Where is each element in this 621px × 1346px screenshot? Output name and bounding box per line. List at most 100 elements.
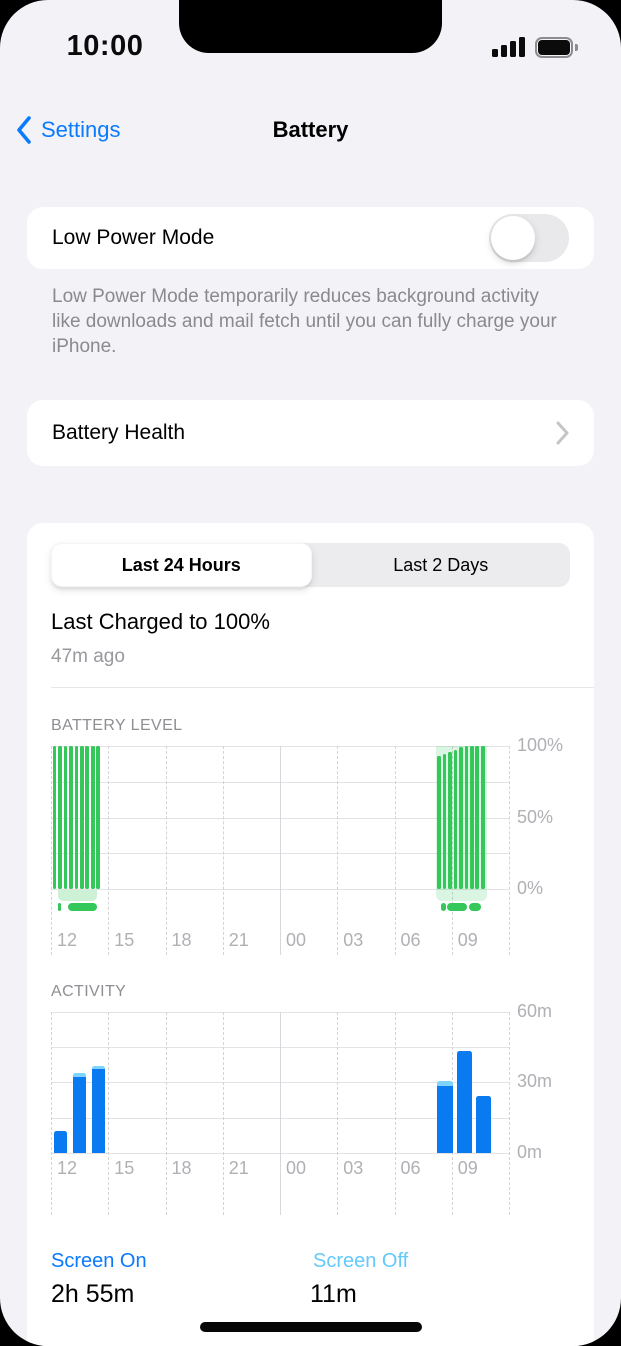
battery-level-bar [437, 756, 441, 890]
screen-off-value: 11m [310, 1280, 357, 1308]
grid-line-vertical-dashed [222, 746, 224, 955]
x-axis-label: 15 [114, 930, 135, 950]
cellular-signal-icon [492, 37, 527, 57]
battery-health-label: Battery Health [52, 421, 186, 444]
grid-line-midnight [280, 1012, 281, 1215]
plugged-in-indicator [440, 903, 447, 912]
y-axis-label: 0m [517, 1141, 543, 1162]
x-axis-label: 18 [171, 930, 192, 950]
grid-line-vertical-dashed [394, 1012, 396, 1215]
x-axis-label: 15 [114, 1158, 135, 1178]
screen-on-bar-segment [475, 1096, 491, 1153]
screen-on-bar-segment [437, 1086, 453, 1153]
battery-level-bar [475, 746, 480, 890]
x-axis-label: 12 [57, 930, 78, 950]
battery-level-section-title: BATTERY LEVEL [51, 717, 183, 734]
toggle-knob [491, 216, 535, 260]
battery-level-bar [469, 746, 474, 890]
x-axis-label: 06 [400, 930, 421, 950]
battery-level-bar [58, 746, 62, 890]
home-indicator[interactable] [200, 1322, 422, 1332]
grid-line-vertical-dashed [165, 1012, 167, 1215]
battery-health-row[interactable]: Battery Health [27, 400, 594, 466]
x-axis-label: 03 [343, 1158, 364, 1178]
y-axis-label: 100% [517, 735, 564, 755]
battery-level-chart[interactable]: 12 15 18 21 00 03 06 09 100% 50% 0% [51, 735, 563, 956]
x-axis-label: 18 [171, 1158, 192, 1178]
activity-chart[interactable]: 12 15 18 21 00 03 06 09 60m 30m 0m [51, 1001, 552, 1216]
x-axis-label: 03 [343, 930, 364, 950]
battery-level-bar [90, 746, 95, 890]
tab-last-24-hours[interactable]: Last 24 Hours [51, 543, 312, 587]
battery-level-bar [63, 746, 68, 890]
dynamic-island-notch [179, 0, 442, 53]
low-power-mode-toggle[interactable] [489, 214, 569, 262]
battery-level-bar [464, 746, 469, 890]
battery-level-bar [80, 746, 84, 890]
time-range-segmented-control: Last 24 Hours Last 2 Days [51, 543, 570, 587]
grid-line-vertical-dashed [509, 1012, 510, 1215]
battery-level-bar [52, 746, 57, 890]
page-title: Battery [272, 117, 349, 142]
divider [51, 687, 594, 688]
low-power-mode-label: Low Power Mode [52, 226, 215, 249]
battery-level-bar [74, 746, 79, 890]
screen-off-bar-segment [73, 1073, 87, 1077]
plugged-in-indicator [446, 903, 467, 912]
grid-line-vertical-dashed [451, 746, 453, 955]
last-charged-title: Last Charged to 100% [51, 609, 270, 634]
low-power-mode-row: Low Power Mode [27, 207, 594, 269]
back-button-label: Settings [41, 117, 121, 142]
y-axis-label: 50% [517, 806, 554, 827]
y-axis-label: 0% [517, 878, 544, 899]
y-axis-label: 60m [517, 1001, 553, 1021]
x-axis-label: 09 [457, 1158, 478, 1178]
last-charged-subtitle: 47m ago [51, 646, 125, 667]
grid-line-vertical-dashed [337, 1012, 339, 1215]
plugged-in-indicator [469, 903, 481, 912]
chevron-left-icon [17, 116, 31, 144]
chevron-right-icon [556, 421, 569, 445]
grid-line-vertical-dashed [108, 1012, 110, 1215]
battery-level-bar [459, 747, 463, 890]
screen-off-bar-segment [437, 1081, 453, 1087]
grid-line-vertical-dashed [51, 1012, 52, 1215]
screen-on-value: 2h 55m [51, 1280, 135, 1308]
activity-section-title: ACTIVITY [51, 983, 127, 1000]
battery-level-bar [442, 753, 447, 890]
grid-line-vertical-dashed [51, 746, 52, 955]
tab-last-2-days[interactable]: Last 2 Days [393, 554, 489, 575]
battery-level-bar [69, 746, 73, 890]
battery-level-bar [96, 746, 101, 890]
y-axis-label: 30m [517, 1071, 553, 1092]
charging-period-tab [57, 890, 98, 902]
screen-on-bar-segment [73, 1076, 87, 1153]
x-axis-label: 00 [286, 930, 307, 950]
battery-usage-card [27, 523, 594, 1346]
plugged-in-indicator [58, 903, 62, 912]
battery-status-icon [535, 37, 578, 58]
low-power-mode-footnote: Low Power Mode temporarily reduces backg… [52, 286, 557, 357]
screen-off-bar-segment [92, 1065, 105, 1069]
battery-level-bar [85, 746, 90, 890]
screen-on-label: Screen On [51, 1250, 147, 1272]
plugged-in-indicator [68, 903, 97, 912]
x-axis-label: 06 [400, 1158, 421, 1178]
screen-off-label: Screen Off [313, 1250, 409, 1272]
grid-line-vertical-dashed [222, 1012, 224, 1215]
screen-on-bar-segment [457, 1051, 473, 1153]
grid-line-vertical-dashed [394, 746, 396, 955]
battery-level-bar [453, 749, 458, 890]
grid-line-vertical-dashed [165, 746, 167, 955]
battery-level-bar [480, 746, 485, 890]
status-bar-time: 10:00 [66, 30, 144, 62]
battery-level-bar [448, 751, 452, 890]
grid-line-vertical-dashed [108, 746, 110, 955]
x-axis-label: 12 [57, 1158, 78, 1178]
grid-line-vertical-dashed [509, 746, 510, 955]
screen-on-bar-segment [54, 1130, 67, 1153]
grid-line-midnight [280, 746, 281, 955]
x-axis-label: 00 [286, 1158, 307, 1178]
back-button[interactable]: Settings [16, 112, 121, 148]
